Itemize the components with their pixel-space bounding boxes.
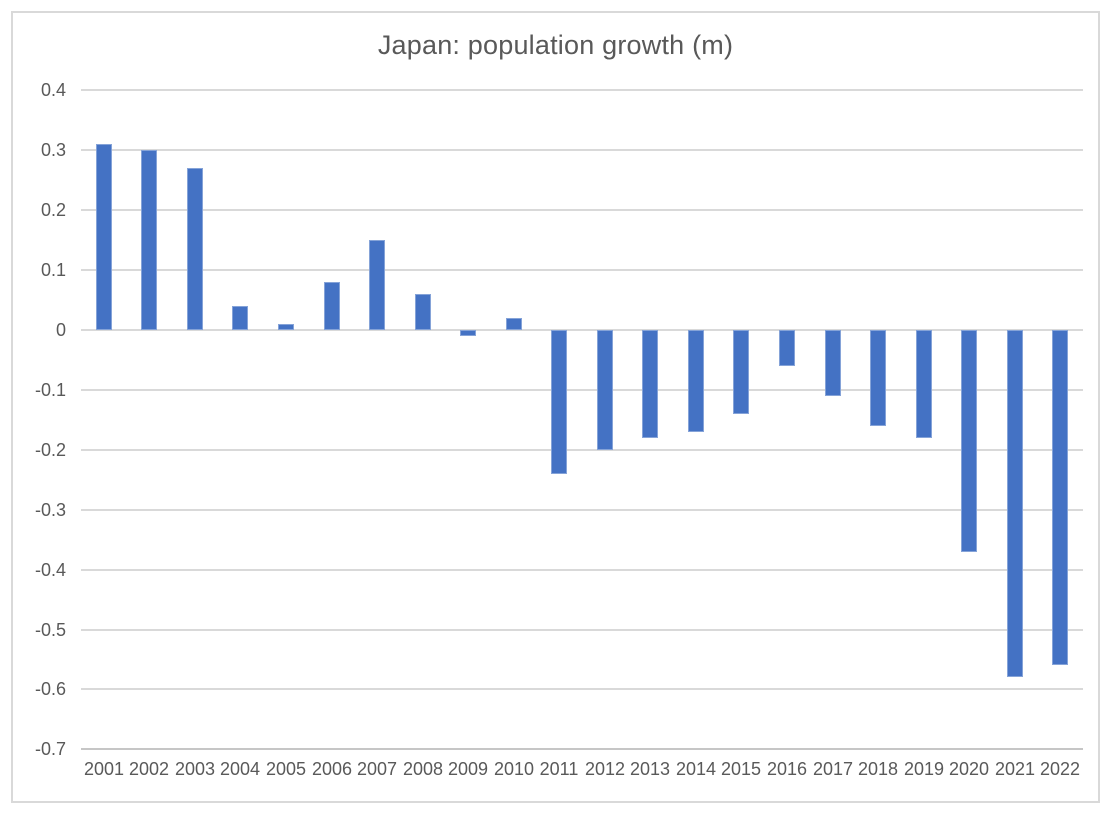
bar-2002	[141, 150, 157, 330]
gridline-y--0.3	[81, 509, 1083, 511]
bar-2006	[324, 282, 340, 330]
bar-2011	[551, 330, 567, 474]
x-axis-tick-label: 2007	[356, 759, 398, 779]
gridline-y-0.4	[81, 89, 1083, 91]
bar-2017	[825, 330, 841, 396]
bar-2015	[733, 330, 749, 414]
bar-2008	[415, 294, 431, 330]
gridline-y--0.6	[81, 688, 1083, 690]
bar-2020	[961, 330, 977, 552]
y-axis-tick-label: 0.4	[40, 80, 66, 100]
y-axis-tick-label: -0.1	[34, 380, 66, 400]
x-axis-tick-label: 2011	[539, 759, 579, 779]
gridline-y--0.5	[81, 629, 1083, 631]
x-axis-tick-label: 2009	[447, 759, 489, 779]
bar-2013	[642, 330, 658, 438]
bar-2005	[278, 324, 294, 330]
bar-2022	[1052, 330, 1068, 665]
x-axis-tick-label: 2015	[720, 759, 762, 779]
gridline-y--0.4	[81, 569, 1083, 571]
bar-2007	[369, 240, 385, 330]
bar-2001	[96, 144, 112, 330]
y-axis-tick-label: -0.5	[34, 620, 66, 640]
gridline-y--0.1	[81, 389, 1083, 391]
x-axis-tick-label: 2003	[174, 759, 216, 779]
x-axis-tick-label: 2020	[948, 759, 990, 779]
x-axis-tick-label: 2006	[311, 759, 353, 779]
y-axis-tick-label: -0.3	[34, 500, 66, 520]
bar-2021	[1007, 330, 1023, 677]
x-axis-tick-label: 2014	[675, 759, 717, 779]
y-axis-tick-label: 0.2	[40, 200, 66, 220]
y-axis-tick-label: 0.1	[40, 260, 66, 280]
bar-2012	[597, 330, 613, 450]
y-axis-tick-label: -0.2	[34, 440, 66, 460]
x-axis-tick-label: 2021	[994, 759, 1036, 779]
x-axis-tick-label: 2004	[219, 759, 261, 779]
gridline-y--0.7	[81, 748, 1083, 750]
x-axis-tick-label: 2012	[584, 759, 626, 779]
gridline-y-0.3	[81, 149, 1083, 151]
x-axis-tick-label: 2013	[629, 759, 671, 779]
y-axis-tick-label: 0	[55, 320, 66, 340]
gridline-y-0.1	[81, 269, 1083, 271]
x-axis-tick-label: 2018	[857, 759, 899, 779]
x-axis-tick-label: 2016	[766, 759, 808, 779]
bar-2009	[460, 330, 476, 336]
chart-title: Japan: population growth (m)	[377, 30, 734, 60]
y-axis-tick-label: -0.7	[34, 739, 66, 759]
bar-2010	[506, 318, 522, 330]
y-axis-tick-label: -0.4	[34, 560, 66, 580]
bar-2014	[688, 330, 704, 432]
gridline-y--0.2	[81, 449, 1083, 451]
y-axis-tick-label: 0.3	[40, 140, 66, 160]
bar-2019	[916, 330, 932, 438]
x-axis-tick-label: 2005	[265, 759, 307, 779]
x-axis-tick-label: 2022	[1039, 759, 1081, 779]
x-axis-tick-label: 2008	[402, 759, 444, 779]
gridline-y-0.2	[81, 209, 1083, 211]
bar-2003	[187, 168, 203, 330]
gridline-y-0	[81, 329, 1083, 331]
x-axis-tick-label: 2017	[812, 759, 854, 779]
y-axis-tick-label: -0.6	[34, 679, 66, 699]
x-axis-tick-label: 2010	[493, 759, 535, 779]
bar-2016	[779, 330, 795, 366]
bar-2018	[870, 330, 886, 426]
bar-2004	[232, 306, 248, 330]
x-axis-tick-label: 2019	[903, 759, 945, 779]
x-axis-tick-label: 2002	[128, 759, 170, 779]
x-axis-tick-label: 2001	[83, 759, 125, 779]
